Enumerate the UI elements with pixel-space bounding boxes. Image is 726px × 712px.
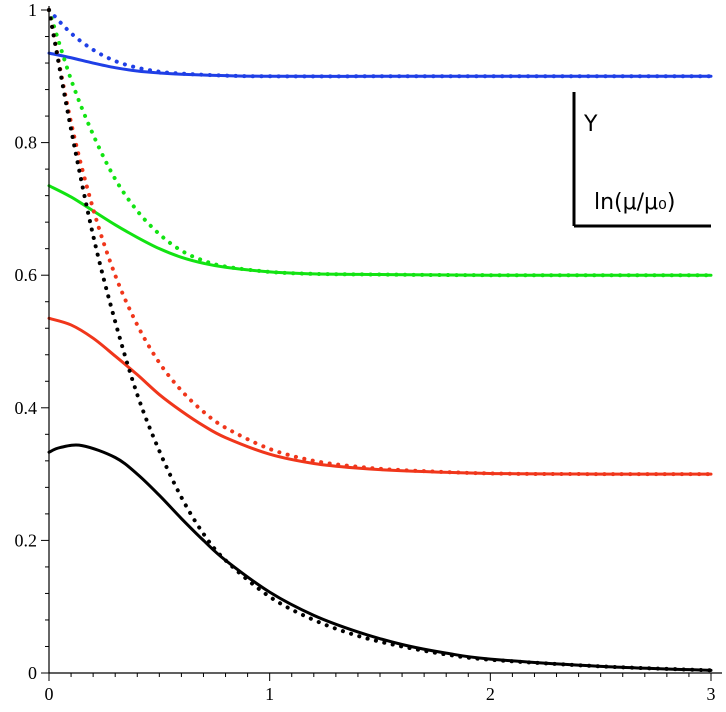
x-tick-label: 1 [265, 684, 274, 704]
series-line-7-dotted [47, 8, 713, 673]
tick-labels: 0 1 2 3 0 0.2 0.4 0.6 0.8 1 [15, 0, 716, 704]
y-tick-label: 0 [28, 663, 37, 683]
axis-key-x-label: ln(μ/μ₀) [594, 190, 675, 215]
series-line-3-dotted [47, 8, 713, 278]
series-line-6-solid [47, 443, 713, 672]
axis-ticks [41, 9, 712, 681]
series-line-5-dotted [47, 8, 713, 477]
series-line-2-solid [47, 184, 713, 277]
x-tick-label: 3 [707, 684, 716, 704]
y-tick-label: 1 [28, 0, 37, 20]
axis-key-y-label: Y [583, 112, 598, 137]
y-tick-label: 0.6 [15, 265, 38, 285]
y-tick-label: 0.4 [15, 398, 38, 418]
series-line-0-solid [47, 51, 713, 78]
axis-key: Y ln(μ/μ₀) [572, 92, 711, 228]
y-tick-label: 0.8 [15, 133, 38, 153]
x-tick-label: 0 [45, 684, 54, 704]
y-tick-label: 0.2 [15, 530, 38, 550]
series-line-1-dotted [47, 8, 713, 79]
series-layer [47, 8, 713, 673]
series-line-4-solid [47, 316, 713, 476]
x-tick-label: 2 [486, 684, 495, 704]
